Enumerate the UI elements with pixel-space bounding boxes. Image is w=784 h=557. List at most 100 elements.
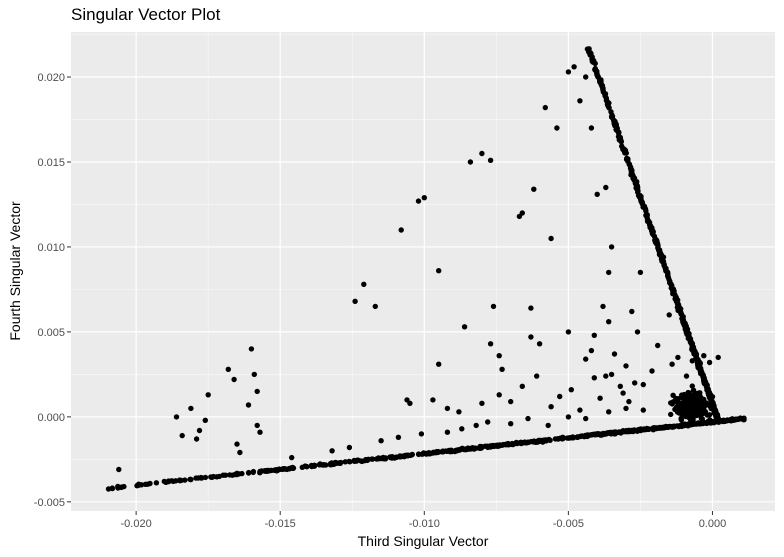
data-point — [669, 361, 675, 367]
data-point — [608, 244, 615, 250]
data-point — [675, 354, 681, 361]
data-point — [655, 342, 661, 349]
data-point — [432, 449, 439, 455]
data-point — [311, 462, 318, 468]
data-point — [577, 98, 583, 104]
data-point — [568, 387, 574, 393]
data-point — [236, 471, 242, 477]
data-point — [689, 344, 695, 351]
data-point — [611, 117, 617, 123]
data-point — [591, 375, 597, 381]
x-tick-label: 0.000 — [699, 518, 727, 530]
data-point — [649, 229, 655, 235]
data-point — [706, 359, 713, 366]
data-point — [409, 452, 415, 458]
data-point — [618, 430, 624, 436]
data-point — [452, 448, 458, 455]
data-point — [583, 356, 589, 362]
data-point — [444, 429, 451, 435]
data-point — [487, 341, 494, 347]
data-point — [153, 480, 160, 486]
data-point — [606, 409, 612, 415]
data-point — [686, 421, 693, 428]
data-point — [628, 427, 634, 434]
data-point — [436, 268, 442, 274]
data-point — [109, 485, 116, 491]
data-point — [736, 416, 742, 422]
data-point — [182, 477, 188, 483]
data-point — [695, 404, 701, 410]
data-point — [660, 254, 667, 260]
y-tick-label: 0.020 — [37, 72, 65, 84]
data-point — [499, 442, 505, 448]
data-point — [447, 449, 453, 455]
data-point — [459, 426, 465, 432]
data-point — [165, 478, 172, 484]
data-point — [205, 392, 211, 398]
data-point — [250, 469, 256, 476]
data-point — [623, 405, 629, 412]
data-point — [701, 353, 707, 359]
data-point — [456, 409, 462, 415]
data-point — [392, 455, 398, 461]
data-point — [668, 411, 674, 418]
data-point — [536, 341, 543, 347]
data-point — [415, 451, 422, 457]
data-point — [176, 477, 183, 483]
data-point — [147, 480, 153, 487]
data-point — [369, 456, 376, 462]
data-point — [264, 467, 270, 474]
data-point — [245, 402, 252, 408]
data-point — [216, 473, 223, 480]
data-point — [234, 441, 240, 447]
data-point — [715, 354, 721, 361]
data-point — [418, 431, 425, 437]
data-point — [672, 406, 678, 413]
data-point — [602, 91, 609, 97]
data-point — [669, 283, 675, 289]
data-point — [681, 403, 688, 410]
data-point — [583, 74, 589, 80]
data-point — [436, 361, 442, 367]
data-point — [628, 168, 635, 174]
data-point — [134, 483, 140, 489]
data-point — [663, 265, 669, 272]
data-point — [603, 373, 609, 379]
data-point — [683, 373, 690, 379]
data-point — [600, 303, 606, 310]
data-point — [361, 281, 367, 287]
y-tick-label: 0.015 — [37, 157, 65, 169]
data-point — [209, 474, 215, 480]
data-point — [257, 470, 263, 476]
data-point — [487, 157, 494, 163]
data-point — [179, 432, 185, 439]
data-point — [577, 433, 583, 440]
data-point — [304, 464, 310, 470]
data-point — [671, 424, 677, 430]
data-point — [740, 415, 746, 422]
data-point — [685, 389, 691, 396]
data-point — [634, 329, 641, 335]
data-point — [626, 398, 632, 405]
data-point — [359, 458, 365, 465]
data-point — [643, 208, 649, 214]
data-point — [202, 417, 208, 423]
data-point — [605, 430, 611, 436]
data-point — [415, 198, 422, 204]
data-point — [187, 476, 194, 482]
data-point — [346, 444, 353, 451]
data-point — [588, 125, 595, 131]
data-point — [707, 417, 713, 423]
data-point — [649, 368, 655, 374]
chart-title: Singular Vector Plot — [71, 5, 221, 24]
data-point — [699, 403, 706, 409]
data-point — [479, 150, 485, 157]
data-point — [720, 418, 726, 424]
y-axis-title: Fourth Singular Vector — [7, 201, 23, 341]
data-point — [316, 462, 323, 468]
data-point — [273, 467, 280, 473]
data-point — [542, 104, 548, 111]
data-point — [683, 329, 689, 336]
y-tick-label: 0.010 — [37, 242, 65, 254]
